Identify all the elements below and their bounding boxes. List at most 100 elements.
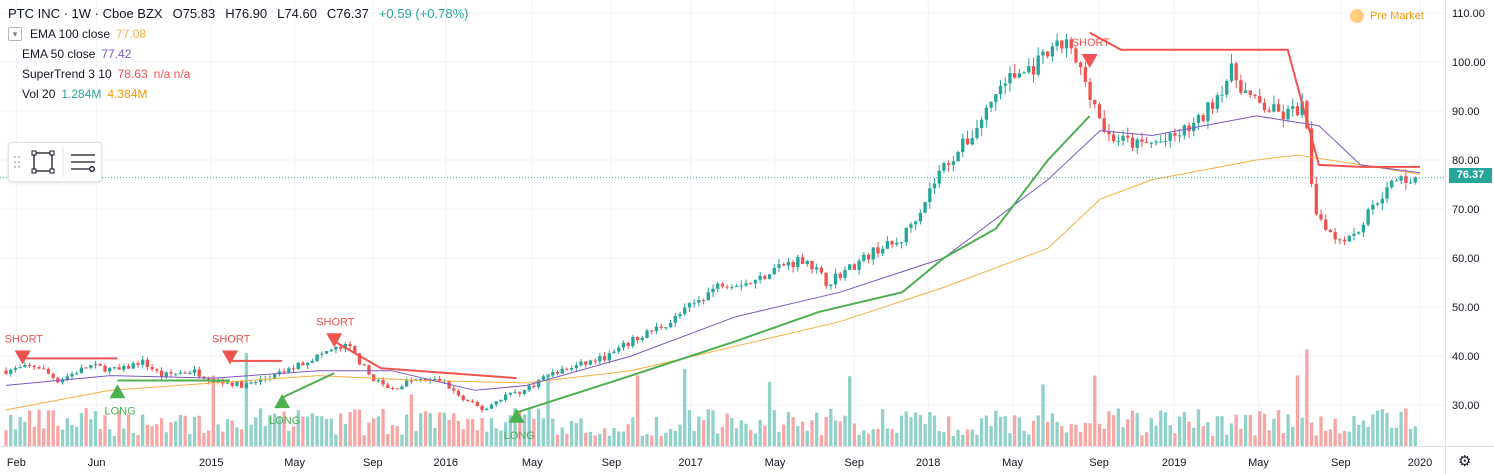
volume-bar [362, 435, 366, 446]
price-axis: 110.00 100.00 90.00 80.00 70.00 60.00 50.00 40.… [1452, 8, 1486, 412]
symbol-name[interactable]: PTC INC · 1W · Cboe BZX [8, 6, 163, 21]
volume-bar [1248, 414, 1252, 446]
volume-bar [433, 428, 437, 446]
volume-bar [1192, 427, 1196, 446]
candle-body [1041, 51, 1045, 56]
volume-bar [890, 429, 894, 446]
volume-bar [244, 353, 249, 446]
candle-body [1116, 140, 1120, 142]
volume-bar [122, 428, 126, 446]
volume-bar [1399, 411, 1403, 446]
signal-long: LONG [269, 394, 300, 427]
volume-bar [536, 408, 541, 446]
candle-body [862, 254, 866, 261]
candle-body [1399, 176, 1403, 181]
indicator-ema100[interactable]: ▾ EMA 100 close 77.08 [8, 24, 472, 44]
volume-bar [1111, 415, 1116, 446]
time-tick-label: May [1248, 457, 1269, 469]
volume-bar [178, 414, 183, 446]
pre-market-status[interactable]: Pre Market [1350, 9, 1424, 23]
candle-body [965, 138, 970, 145]
time-tick-label: Sep [363, 457, 383, 469]
volume-bar [273, 413, 277, 446]
long-arrow-icon [109, 384, 126, 399]
signal-label: LONG [504, 430, 535, 442]
candle-body [697, 300, 701, 303]
volume-bar [1338, 433, 1342, 446]
supertrend-up-line [516, 115, 1091, 414]
volume-bar [268, 415, 272, 446]
gear-icon[interactable]: ⚙ [1458, 453, 1472, 470]
time-tick-label: May [765, 457, 786, 469]
volume-bar [1013, 415, 1017, 446]
indicator-ema50[interactable]: EMA 50 close 77.42 [22, 44, 472, 64]
volume-bar [108, 429, 112, 446]
candle-body [1003, 83, 1007, 86]
volume-bar [1352, 415, 1356, 446]
indicator-supertrend[interactable]: SuperTrend 3 10 78.63 n/a n/a [22, 64, 472, 84]
candle-body [947, 163, 951, 165]
candle-body [98, 364, 102, 366]
indicator-volume[interactable]: Vol 20 1.284M 4.384M [22, 84, 472, 104]
volume-bar [782, 424, 786, 446]
candle-body [593, 360, 597, 362]
volume-bar [437, 412, 442, 446]
price-tick-label: 80.00 [1452, 155, 1480, 167]
indicator-value: 78.63 [117, 67, 148, 81]
candle-body [1229, 63, 1234, 81]
candle-body [1243, 90, 1248, 93]
volume-bar [1083, 422, 1088, 446]
candle-body [155, 369, 159, 371]
volume-bar [612, 427, 616, 446]
candle-body [376, 380, 381, 382]
candle-body [211, 381, 216, 383]
volume-bar [1135, 413, 1139, 446]
candle-body [1144, 141, 1149, 144]
volume-bar [805, 430, 809, 446]
candle-body [1371, 204, 1375, 210]
candle-body [824, 272, 828, 286]
candle-body [315, 354, 319, 362]
volume-bar [1017, 417, 1022, 446]
volume-bar [1045, 421, 1050, 446]
rectangle-icon[interactable] [31, 150, 55, 174]
time-axis: Feb Jun 2015 May Sep 2016 May Sep 2017 May Sep 2018… [7, 457, 1432, 469]
pre-market-label: Pre Market [1370, 10, 1424, 22]
volume-bar [343, 424, 348, 446]
candle-body [1055, 40, 1059, 47]
volume-bar [315, 415, 319, 446]
short-arrow-icon [1081, 54, 1098, 68]
volume-bar [18, 416, 22, 446]
volume-bar [89, 419, 93, 446]
list-icon[interactable] [71, 154, 95, 172]
candle-body [466, 400, 470, 402]
volume-bar [904, 411, 908, 446]
volume-bar [306, 416, 310, 446]
volume-bar [593, 435, 597, 446]
candle-body [739, 285, 743, 287]
signal-short: SHORT [1072, 37, 1110, 68]
candle-body [848, 264, 852, 270]
volume-bar [942, 432, 946, 446]
volume-bar [673, 430, 677, 446]
candle-body [621, 342, 626, 348]
volume-bar [301, 416, 305, 446]
candle-body [800, 257, 805, 264]
candle-body [23, 365, 27, 368]
volume-bar [46, 410, 51, 446]
candle-body [706, 292, 710, 301]
drawing-toolbox[interactable] [8, 142, 102, 182]
volume-bar [211, 375, 216, 446]
volume-bar [1149, 418, 1153, 446]
volume-bar [207, 430, 211, 446]
volume-bar [970, 429, 974, 446]
volume-bar [1036, 415, 1040, 446]
volume-bar [93, 411, 98, 446]
collapse-icon[interactable]: ▾ [8, 27, 22, 41]
indicator-name: SuperTrend 3 10 [22, 67, 112, 81]
volume-bar [56, 425, 60, 446]
candle-body [1154, 141, 1158, 143]
volume-bar [1173, 433, 1177, 446]
volume-bar [885, 428, 890, 446]
